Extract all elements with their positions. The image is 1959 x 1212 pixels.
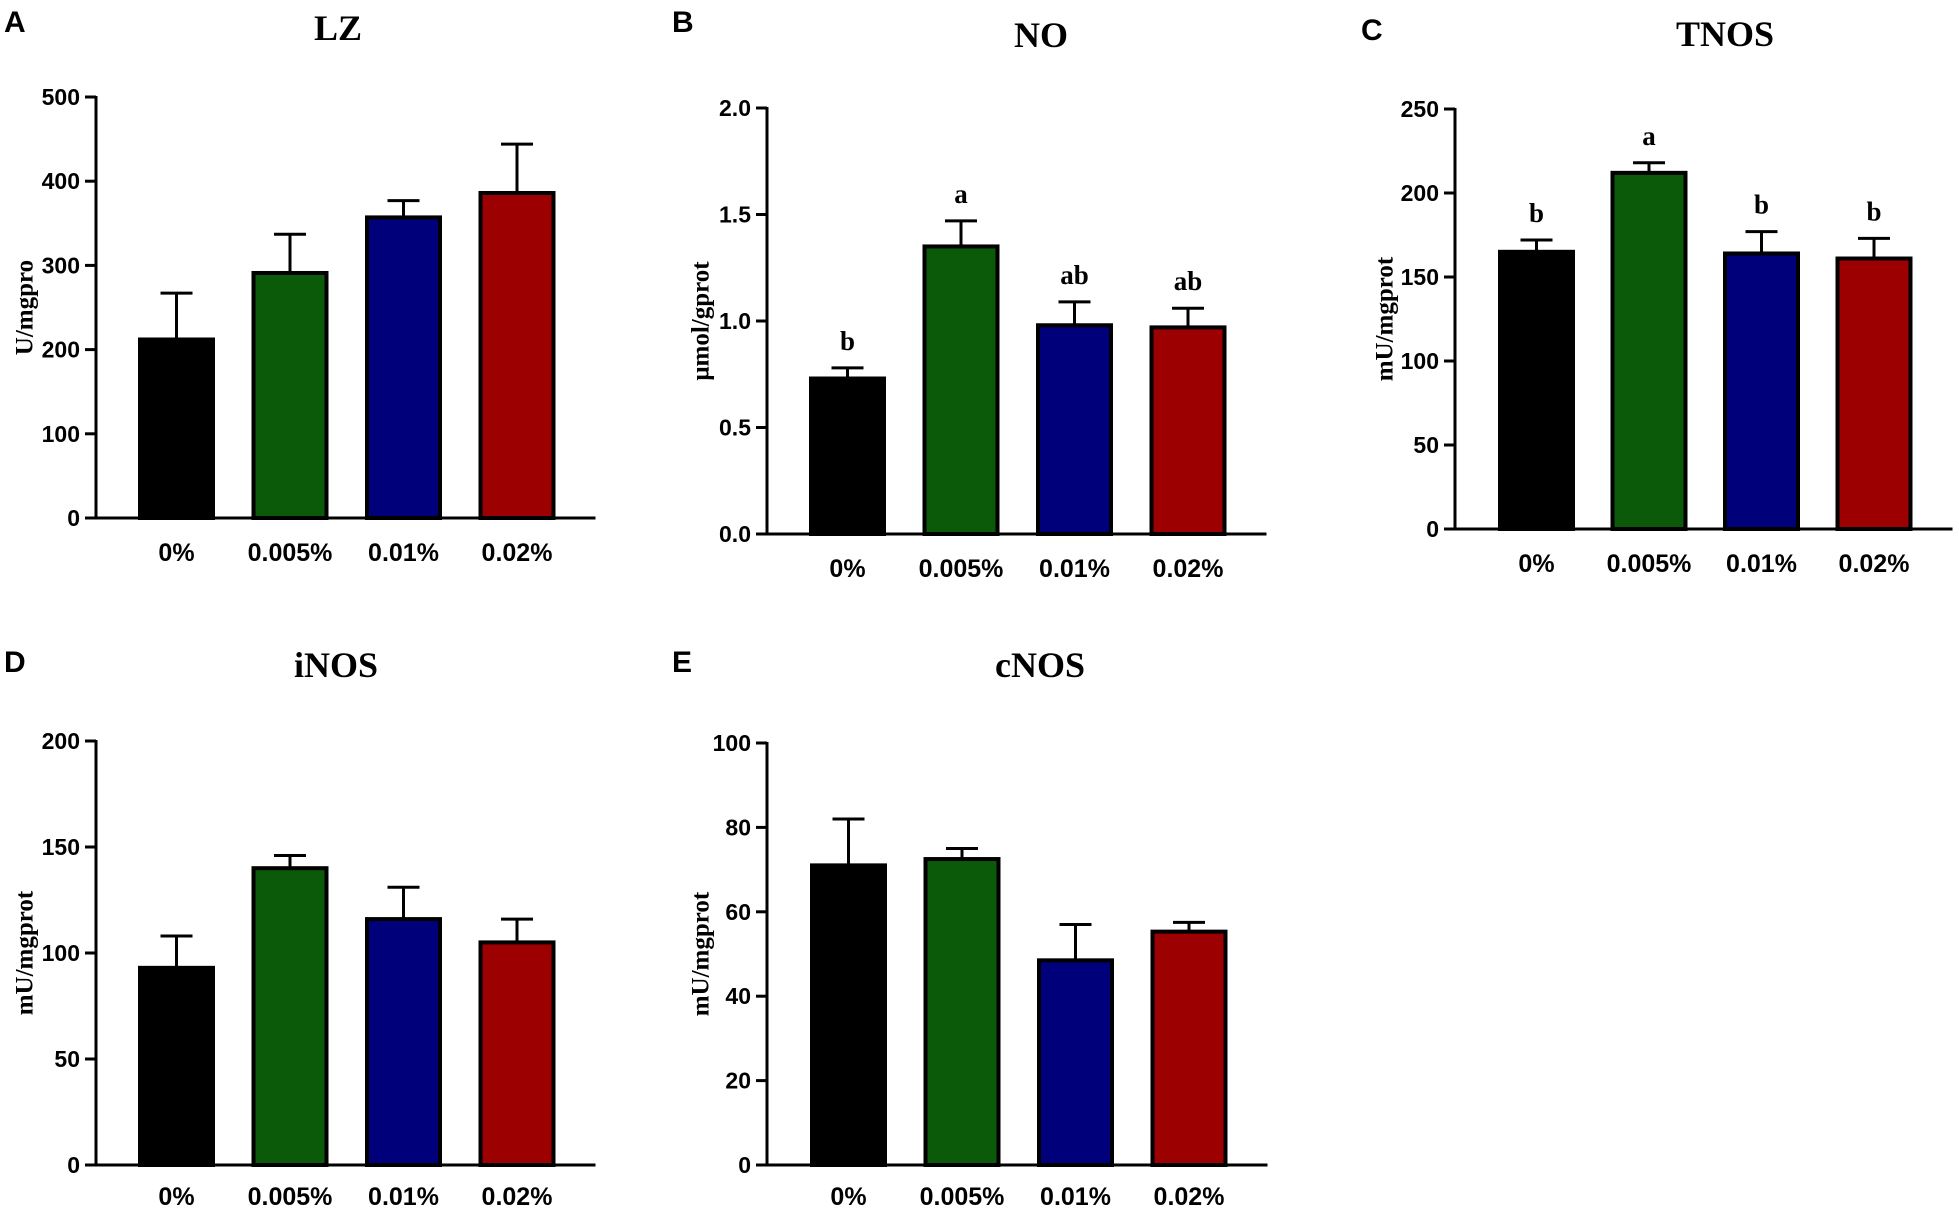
- panel-letter: A: [4, 6, 26, 39]
- x-tick-label: 0%: [1518, 550, 1554, 578]
- x-tick-label: 0%: [830, 1183, 866, 1211]
- bar-e-4: [1150, 929, 1228, 1167]
- x-tick-label: 0.02%: [1154, 1183, 1225, 1211]
- bar-c-4: [1835, 256, 1913, 531]
- bar-b-3: [1036, 323, 1113, 537]
- bar-d-4: [478, 940, 556, 1168]
- bar-a-1: [138, 337, 215, 520]
- x-tick-label: 0%: [829, 555, 865, 583]
- y-tick-label: 100: [1401, 348, 1439, 374]
- y-tick-label: 150: [42, 834, 80, 860]
- chart-title: cNOS: [995, 645, 1085, 685]
- y-tick-label: 0: [1426, 516, 1439, 542]
- x-tick-label: 0.01%: [1039, 555, 1110, 583]
- y-tick-label: 60: [725, 899, 751, 925]
- y-tick-label: 20: [725, 1068, 751, 1094]
- x-tick-label: 0.02%: [482, 539, 553, 567]
- x-tick-label: 0.005%: [1607, 550, 1692, 578]
- bar-a-3: [365, 215, 442, 520]
- y-tick-label: 200: [42, 728, 80, 754]
- chart-title: NO: [1014, 15, 1068, 55]
- x-tick-label: 0%: [158, 539, 194, 567]
- x-tick-label: 0.02%: [1839, 550, 1910, 578]
- y-tick-label: 200: [1401, 180, 1439, 206]
- x-tick-label: 0.005%: [919, 555, 1004, 583]
- x-tick-label: 0.01%: [1726, 550, 1797, 578]
- y-tick-label: 500: [42, 84, 80, 110]
- y-tick-label: 100: [42, 940, 80, 966]
- chart-panel-a: A LZ U/mgpro 0 100 200 300 400 500 0% 0.005% 0.01% 0…: [4, 6, 596, 567]
- significance-label: b: [1754, 190, 1769, 220]
- bar-c-3: [1723, 251, 1800, 531]
- panel-letter: E: [672, 646, 692, 679]
- bar-c-2: [1610, 170, 1688, 531]
- y-axis-label: U/mgpro: [12, 260, 39, 355]
- y-axis-label: mU/mgprot: [688, 891, 715, 1016]
- y-tick-label: 1.5: [719, 202, 751, 228]
- x-tick-label: 0.01%: [368, 539, 439, 567]
- y-axis-label: mU/mgprot: [12, 890, 39, 1015]
- y-tick-label: 300: [42, 252, 80, 278]
- bar-e-2: [923, 857, 1001, 1167]
- y-axis-label: mU/mgprot: [1372, 256, 1399, 381]
- bar-a-4: [478, 190, 556, 520]
- significance-label: b: [840, 326, 855, 356]
- bar-e-3: [1037, 958, 1114, 1168]
- x-tick-label: 0.02%: [482, 1183, 553, 1211]
- bar-b-4: [1149, 325, 1227, 537]
- x-tick-label: 0%: [158, 1183, 194, 1211]
- bar-b-1: [809, 376, 886, 537]
- y-tick-label: 100: [713, 730, 751, 756]
- y-tick-label: 0.0: [719, 521, 751, 547]
- y-tick-label: 40: [725, 983, 751, 1009]
- bar-d-3: [365, 917, 442, 1168]
- y-tick-label: 2.0: [719, 95, 751, 121]
- significance-label: a: [954, 179, 968, 209]
- y-tick-label: 200: [42, 337, 80, 363]
- y-tick-label: 100: [42, 421, 80, 447]
- panel-letter: C: [1361, 14, 1383, 47]
- bar-b-2: [922, 244, 1000, 536]
- x-tick-label: 0.005%: [248, 1183, 333, 1211]
- y-tick-label: 250: [1401, 96, 1439, 122]
- x-tick-label: 0.02%: [1153, 555, 1224, 583]
- y-tick-label: 0: [67, 1152, 80, 1178]
- x-tick-label: 0.01%: [368, 1183, 439, 1211]
- significance-label: b: [1529, 198, 1544, 228]
- chart-title: LZ: [314, 8, 362, 48]
- y-tick-label: 0: [738, 1152, 751, 1178]
- x-tick-label: 0.005%: [248, 539, 333, 567]
- y-tick-label: 400: [42, 168, 80, 194]
- y-axis-label: μmol/gprot: [688, 261, 715, 381]
- y-tick-label: 150: [1401, 264, 1439, 290]
- y-tick-label: 80: [725, 814, 751, 840]
- bar-e-1: [810, 863, 887, 1167]
- x-tick-label: 0.01%: [1040, 1183, 1111, 1211]
- bar-a-2: [251, 270, 329, 520]
- chart-title: iNOS: [294, 645, 378, 685]
- bar-d-1: [138, 965, 215, 1168]
- chart-panel-b: B NO μmol/gprot 0.0 0.5 1.0 1.5 2.0 0% b 0.005% a 0.…: [672, 6, 1267, 583]
- bar-c-1: [1498, 249, 1575, 532]
- panel-letter: B: [672, 6, 694, 39]
- y-tick-label: 1.0: [719, 308, 751, 334]
- significance-label: a: [1642, 121, 1656, 151]
- panel-letter: D: [4, 646, 26, 679]
- significance-label: ab: [1174, 266, 1203, 296]
- x-tick-label: 0.005%: [920, 1183, 1005, 1211]
- bar-d-2: [251, 866, 329, 1167]
- significance-label: b: [1866, 196, 1881, 226]
- y-tick-label: 50: [1413, 432, 1439, 458]
- chart-title: TNOS: [1676, 14, 1774, 54]
- significance-label: ab: [1060, 260, 1089, 290]
- y-tick-label: 0: [67, 505, 80, 531]
- y-tick-label: 0.5: [719, 415, 751, 441]
- y-tick-label: 50: [54, 1046, 80, 1072]
- chart-panel-c: C TNOS mU/mgprot 0 50 100 150 200 250 0% b 0.005% a 0…: [1361, 14, 1953, 578]
